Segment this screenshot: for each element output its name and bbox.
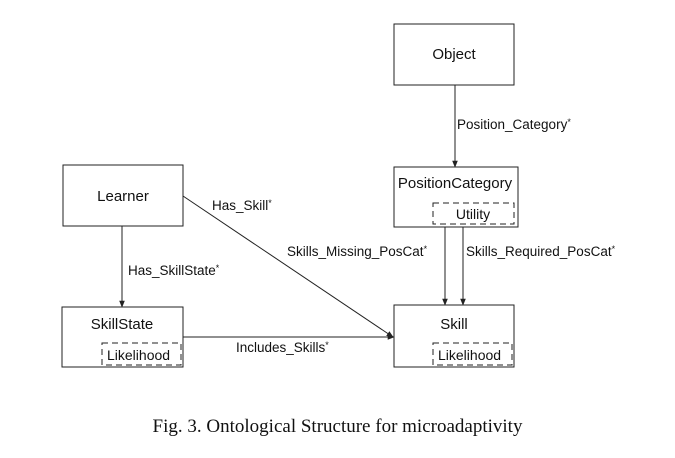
edge-label-skills-required: Skills_Required_PosCat* [466, 244, 616, 259]
position-category-utility-box [432, 202, 515, 225]
skillstate-likelihood-label: Likelihood [107, 347, 170, 363]
edge-label-has-skill: Has_Skill* [212, 198, 272, 213]
skill-likelihood-label: Likelihood [438, 347, 501, 363]
figure-caption: Fig. 3. Ontological Structure for microa… [152, 416, 523, 437]
node-position-category-label: PositionCategory [398, 175, 513, 192]
edge-label-has-skillstate: Has_SkillState* [128, 263, 220, 278]
node-position-category: PositionCategory Utility [393, 166, 519, 228]
node-skill: Skill Likelihood [393, 304, 515, 368]
node-skill-label: Skill [440, 316, 468, 333]
edge-label-position-category: Position_Category* [457, 117, 571, 132]
node-learner: Learner [62, 164, 184, 227]
edge-label-skills-missing: Skills_Missing_PosCat* [287, 244, 428, 259]
skillstate-likelihood-box [101, 342, 182, 366]
edge-has-skill [182, 195, 394, 338]
node-learner-label: Learner [97, 188, 149, 205]
skill-likelihood-box [432, 342, 513, 366]
node-object-label: Object [432, 46, 476, 63]
node-skillstate-label: SkillState [91, 316, 154, 333]
node-skillstate: SkillState Likelihood [61, 306, 184, 368]
edge-label-includes-skills: Includes_Skills* [236, 340, 329, 355]
position-category-utility-label: Utility [456, 206, 490, 222]
node-object: Object [393, 23, 515, 86]
